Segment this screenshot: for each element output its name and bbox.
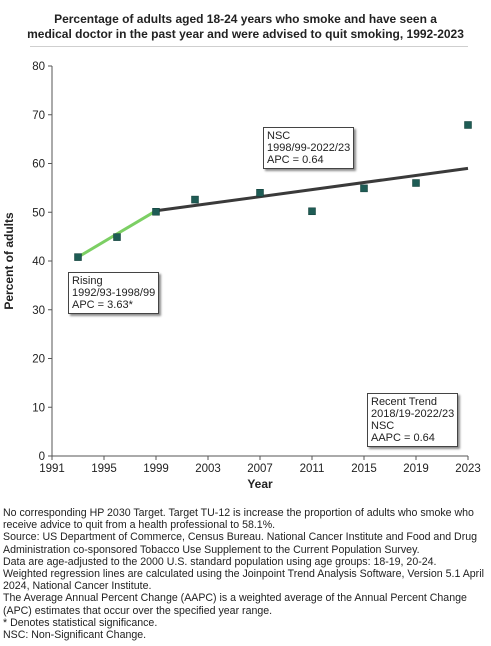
x-tick-label: 2019 xyxy=(403,463,429,475)
y-tick-label: 70 xyxy=(32,110,45,122)
data-point-2011 xyxy=(308,207,316,216)
footnotes: No corresponding HP 2030 Target. Target … xyxy=(3,507,488,641)
callout-rising-line-2: 1992/93-1998/99 xyxy=(72,287,156,299)
data-point-1993 xyxy=(74,253,82,261)
callout-recent-line-1: Recent Trend xyxy=(371,396,438,408)
footnote-6: * Denotes statistical significance. xyxy=(3,616,158,629)
y-tick-label: 60 xyxy=(32,159,45,171)
callout-rising-line-1: Rising xyxy=(72,275,103,287)
callout-recent-line-3: NSC xyxy=(371,420,395,432)
data-point-2007 xyxy=(256,189,264,197)
y-tick-label: 10 xyxy=(32,402,45,414)
chart-ticks: 0 10 20 30 40 50 60 70 80 1991 1995 1999 2003 2007 201… xyxy=(32,61,481,475)
callout-nsc-line-2: 1998/99-2022/23 xyxy=(267,142,351,154)
data-point-2015 xyxy=(360,184,368,193)
x-tick-label: 1991 xyxy=(39,463,65,475)
x-tick-label: 2015 xyxy=(351,463,377,475)
y-tick-label: 20 xyxy=(32,354,45,366)
title-divider xyxy=(30,46,468,47)
x-axis-label: Year xyxy=(247,477,273,491)
data-point-1996 xyxy=(113,233,121,241)
footnote-2: Source: US Department of Commerce, Censu… xyxy=(3,531,478,556)
trend-lines xyxy=(77,166,469,259)
chart-title-line-2: medical doctor in the past year and were… xyxy=(27,27,464,41)
footnote-1: No corresponding HP 2030 Target. Target … xyxy=(3,507,474,532)
chart-title: Percentage of adults aged 18-24 years wh… xyxy=(0,12,491,42)
x-tick-label: 2011 xyxy=(300,463,325,475)
callout-rising-line-3: APC = 3.63* xyxy=(72,299,133,311)
data-point-2023 xyxy=(464,121,472,129)
callout-nsc: NSC 1998/99-2022/23 APC = 0.64 xyxy=(263,127,355,169)
data-point-1999 xyxy=(152,208,160,216)
x-tick-label: 2003 xyxy=(195,463,221,475)
callout-nsc-line-3: APC = 0.64 xyxy=(267,154,324,166)
y-axis-label: Percent of adults xyxy=(2,212,16,310)
x-tick-label: 2023 xyxy=(455,463,481,475)
chart-title-line-1: Percentage of adults aged 18-24 years wh… xyxy=(54,12,437,26)
callout-recent-line-2: 2018/19-2022/23 xyxy=(371,408,455,420)
x-tick-label: 1999 xyxy=(143,463,169,475)
callout-rising: Rising 1992/93-1998/99 APC = 3.63* xyxy=(68,272,160,314)
y-tick-label: 30 xyxy=(32,305,45,317)
footnote-5: The Average Annual Percent Change (AAPC)… xyxy=(3,592,467,617)
data-point-2019 xyxy=(412,179,420,187)
y-tick-label: 0 xyxy=(39,451,45,463)
data-points xyxy=(74,121,472,261)
data-point-2002 xyxy=(191,195,199,204)
trend-segment-nsc xyxy=(155,166,469,213)
callout-nsc-line-1: NSC xyxy=(267,130,291,142)
y-tick-label: 40 xyxy=(32,256,45,268)
y-tick-label: 50 xyxy=(32,207,45,219)
chart-plot: 0 10 20 30 40 50 60 70 80 1991 1995 1999 2003 2007 201… xyxy=(2,61,481,491)
callout-recent-line-4: AAPC = 0.64 xyxy=(371,432,435,444)
footnote-7: NSC: Non-Significant Change. xyxy=(3,629,147,642)
footnote-3: Data are age-adjusted to the 2000 U.S. s… xyxy=(3,555,437,568)
footnote-4: Weighted regression lines are calculated… xyxy=(3,568,484,593)
x-tick-label: 1995 xyxy=(91,463,117,475)
x-tick-label: 2007 xyxy=(247,463,273,475)
y-tick-label: 80 xyxy=(32,61,45,73)
callout-recent-trend: Recent Trend 2018/19-2022/23 NSC AAPC = … xyxy=(367,393,459,447)
